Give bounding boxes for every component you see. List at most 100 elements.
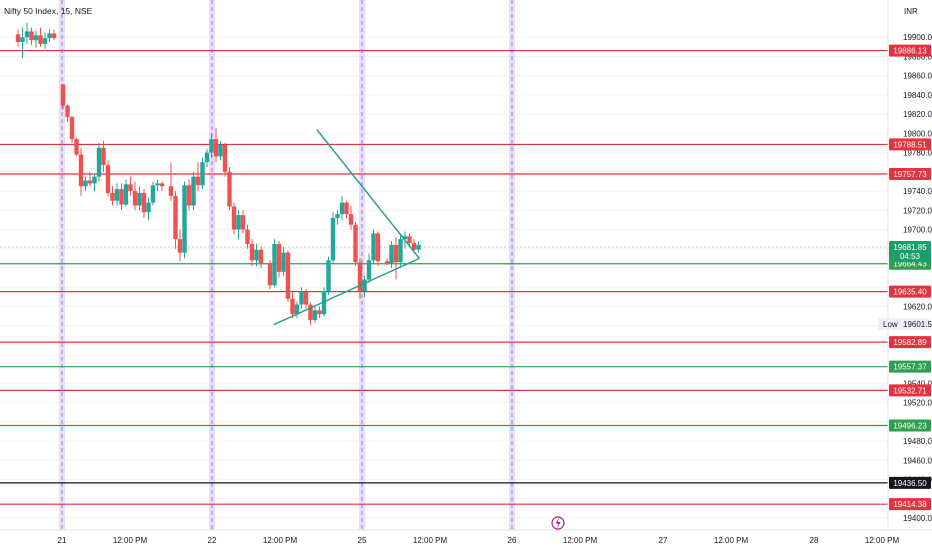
price-tick-label: 19840.00 (903, 91, 932, 100)
candle (272, 239, 277, 288)
candle (168, 162, 174, 201)
candle-body (393, 244, 399, 263)
candle-body (317, 310, 322, 315)
candle (123, 179, 129, 207)
candle (407, 233, 412, 247)
candle-body (227, 171, 232, 207)
candle (159, 181, 165, 192)
candle (105, 160, 111, 196)
candle (236, 210, 241, 240)
candle (330, 212, 336, 264)
time-tick-label: 12:00 PM (263, 536, 298, 545)
price-line-badge: 19788.51 (889, 138, 931, 151)
candle (249, 239, 255, 267)
price-tick-label: 19480.00 (903, 437, 932, 446)
candle (339, 195, 345, 220)
candle-body (114, 189, 120, 201)
price-line-badge: 19557.37 (889, 360, 931, 373)
price-line-badge-bg (889, 360, 931, 373)
price-lines (0, 49, 888, 505)
candle (47, 29, 52, 43)
current-price-countdown: 04:53 (900, 252, 921, 261)
candle (303, 289, 309, 309)
candle-body (132, 191, 138, 206)
price-line-badge-bg (889, 498, 931, 511)
candle-body (137, 193, 142, 206)
price-line-badge-bg (889, 168, 931, 181)
candle (15, 29, 21, 47)
candle (258, 246, 264, 268)
candle (33, 30, 39, 48)
candle (114, 183, 120, 206)
price-badges: 19886.13 19788.51 19757.73 19664.43 19635.40… (878, 44, 932, 511)
candle (78, 147, 84, 196)
candle-body (204, 152, 210, 163)
time-tick-label: 12:00 PM (413, 536, 448, 545)
candle-body (411, 243, 417, 250)
price-axis-bg (888, 0, 932, 550)
triangle-upper-trendline (316, 129, 420, 259)
candle-body (15, 34, 21, 43)
candle (38, 27, 43, 47)
price-line-badge-bg (889, 336, 931, 349)
candle-body (357, 262, 363, 292)
candle (308, 302, 313, 325)
current-price-value: 19681.85 (893, 243, 927, 252)
price-tick-label: 19900.00 (903, 33, 932, 42)
lightning-icon[interactable] (551, 516, 565, 530)
time-tick-label: 27 (659, 536, 668, 545)
candle-body (65, 105, 70, 118)
candle-body (182, 185, 187, 253)
time-tick-label: 21 (58, 536, 67, 545)
price-line-badge-bg (889, 44, 931, 57)
candle (393, 237, 399, 280)
candle-body (195, 176, 201, 186)
candle (29, 27, 34, 45)
price-line-badge-text: 19582.89 (893, 338, 927, 347)
candle (335, 210, 340, 225)
price-line-badge-text: 19788.51 (893, 140, 927, 149)
candle (51, 29, 57, 41)
gridlines (0, 36, 888, 519)
candle (290, 292, 295, 318)
candle (60, 84, 66, 110)
candle (245, 224, 250, 249)
candle-body (375, 233, 381, 262)
candle (317, 306, 322, 318)
candle (87, 171, 93, 187)
candle (231, 202, 237, 235)
price-tick-label: 19620.00 (903, 302, 932, 311)
candle (312, 306, 318, 323)
low-marker-value: 19601.55 (903, 320, 932, 329)
price-line-badge: 19635.40 (889, 285, 931, 298)
price-tick-label: 19800.00 (903, 129, 932, 138)
time-tick-label: 22 (208, 536, 217, 545)
candle (65, 104, 70, 122)
time-axis[interactable]: 21 12:00 PM 22 12:00 PM 25 12:00 PM 26 12:00 PM… (58, 536, 900, 545)
triangle-lower-trendline (273, 257, 420, 326)
candle (92, 173, 97, 192)
candle (20, 27, 25, 59)
candle-body (267, 263, 273, 286)
candle (254, 243, 259, 267)
candle (186, 179, 192, 211)
candle-body (222, 144, 228, 172)
candle-body (330, 218, 336, 261)
candle-body (339, 202, 345, 215)
candle-body (78, 154, 84, 187)
price-line-badge-text: 19557.37 (893, 363, 927, 372)
price-line-badge: 19886.13 (889, 44, 931, 57)
candle (344, 200, 349, 218)
candle-body (29, 31, 34, 41)
candle (83, 176, 88, 192)
candle (195, 162, 201, 192)
candle-body (60, 84, 66, 106)
candle (218, 141, 223, 161)
candle (101, 141, 106, 172)
candle (371, 229, 376, 264)
candle-body (92, 176, 97, 184)
candle-body (96, 147, 102, 177)
price-line-badge: 19496.23 (889, 419, 931, 432)
